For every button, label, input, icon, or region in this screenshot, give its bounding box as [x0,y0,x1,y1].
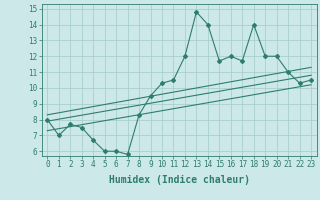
X-axis label: Humidex (Indice chaleur): Humidex (Indice chaleur) [109,175,250,185]
